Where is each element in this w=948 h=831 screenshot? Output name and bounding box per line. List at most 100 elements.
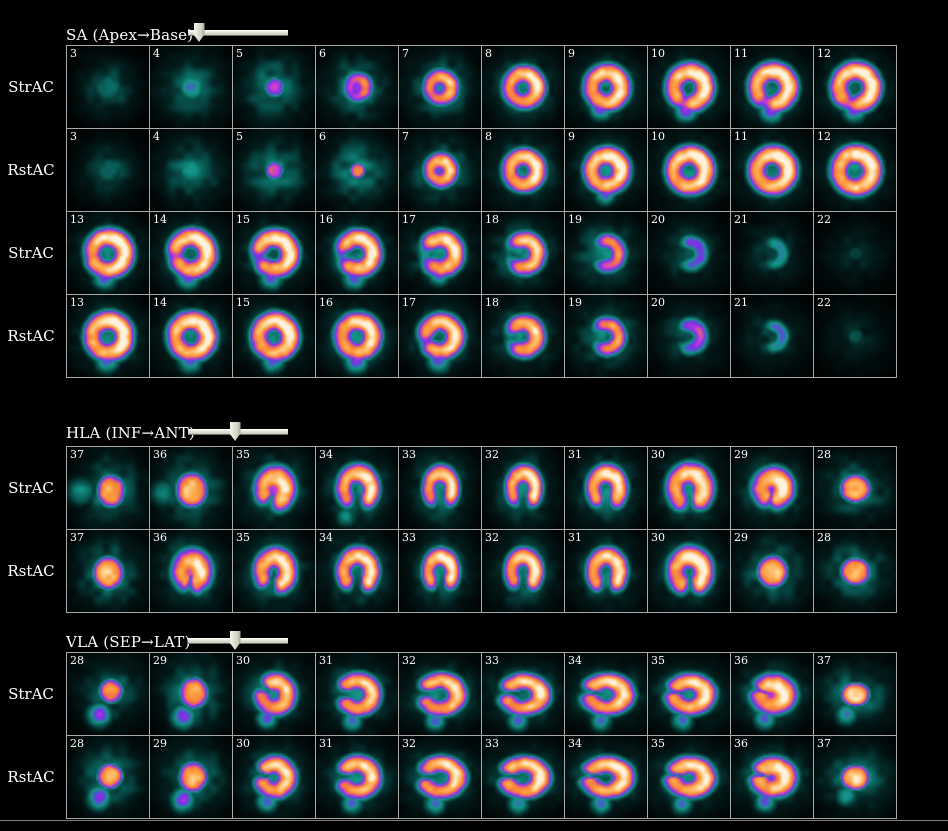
slice-cell-hla-rstac-34[interactable]: 34	[316, 530, 398, 612]
slice-cell-hla-rstac-33[interactable]: 33	[399, 530, 481, 612]
slice-cell-sa-strac-9[interactable]: 9	[565, 46, 647, 128]
slice-cell-sa-rstac-21[interactable]: 21	[731, 295, 813, 377]
slice-cell-vla-rstac-30[interactable]: 30	[233, 736, 315, 818]
slice-cell-vla-rstac-33[interactable]: 33	[482, 736, 564, 818]
slice-cell-vla-strac-34[interactable]: 34	[565, 653, 647, 735]
slice-cell-vla-strac-37[interactable]: 37	[814, 653, 896, 735]
slice-cell-sa-rstac-5[interactable]: 5	[233, 129, 315, 211]
slice-cell-sa-strac-20[interactable]: 20	[648, 212, 730, 294]
slice-cell-sa-strac-4[interactable]: 4	[150, 46, 232, 128]
slice-cell-hla-strac-29[interactable]: 29	[731, 447, 813, 529]
slice-number: 7	[402, 47, 409, 60]
slice-cell-vla-strac-29[interactable]: 29	[150, 653, 232, 735]
slice-cell-sa-rstac-19[interactable]: 19	[565, 295, 647, 377]
slice-cell-sa-rstac-17[interactable]: 17	[399, 295, 481, 377]
slice-cell-vla-strac-32[interactable]: 32	[399, 653, 481, 735]
slice-cell-hla-strac-32[interactable]: 32	[482, 447, 564, 529]
slider-thumb-vla[interactable]	[229, 631, 241, 650]
slice-cell-vla-strac-28[interactable]: 28	[67, 653, 149, 735]
slice-cell-sa-rstac-12[interactable]: 12	[814, 129, 896, 211]
slice-cell-sa-strac-3[interactable]: 3	[67, 46, 149, 128]
slice-cell-hla-rstac-29[interactable]: 29	[731, 530, 813, 612]
slice-cell-sa-rstac-7[interactable]: 7	[399, 129, 481, 211]
slice-cell-sa-rstac-3[interactable]: 3	[67, 129, 149, 211]
slice-cell-hla-rstac-30[interactable]: 30	[648, 530, 730, 612]
slice-number: 6	[319, 47, 326, 60]
slice-cell-sa-strac-19[interactable]: 19	[565, 212, 647, 294]
slice-cell-vla-strac-36[interactable]: 36	[731, 653, 813, 735]
slice-cell-sa-strac-15[interactable]: 15	[233, 212, 315, 294]
slice-cell-sa-strac-18[interactable]: 18	[482, 212, 564, 294]
slice-image	[814, 46, 896, 128]
slice-cell-hla-strac-28[interactable]: 28	[814, 447, 896, 529]
slice-cell-hla-strac-33[interactable]: 33	[399, 447, 481, 529]
slice-cell-sa-strac-6[interactable]: 6	[316, 46, 398, 128]
slice-cell-vla-strac-30[interactable]: 30	[233, 653, 315, 735]
slider-track-sa[interactable]	[188, 30, 288, 36]
slice-cell-sa-rstac-6[interactable]: 6	[316, 129, 398, 211]
slice-cell-sa-rstac-8[interactable]: 8	[482, 129, 564, 211]
slice-cell-vla-rstac-37[interactable]: 37	[814, 736, 896, 818]
slice-cell-sa-strac-11[interactable]: 11	[731, 46, 813, 128]
slice-number: 16	[319, 296, 333, 309]
slice-image	[482, 295, 564, 377]
slice-image	[316, 295, 398, 377]
slice-cell-hla-strac-36[interactable]: 36	[150, 447, 232, 529]
slice-cell-vla-strac-35[interactable]: 35	[648, 653, 730, 735]
slice-cell-hla-rstac-32[interactable]: 32	[482, 530, 564, 612]
slice-cell-sa-strac-8[interactable]: 8	[482, 46, 564, 128]
slice-cell-vla-strac-31[interactable]: 31	[316, 653, 398, 735]
slice-cell-sa-rstac-14[interactable]: 14	[150, 295, 232, 377]
slice-cell-sa-strac-16[interactable]: 16	[316, 212, 398, 294]
slice-cell-sa-rstac-20[interactable]: 20	[648, 295, 730, 377]
slice-number: 3	[70, 47, 77, 60]
slice-cell-hla-rstac-36[interactable]: 36	[150, 530, 232, 612]
slice-cell-sa-strac-7[interactable]: 7	[399, 46, 481, 128]
slice-cell-sa-rstac-22[interactable]: 22	[814, 295, 896, 377]
slice-number: 34	[319, 448, 333, 461]
slice-cell-hla-rstac-28[interactable]: 28	[814, 530, 896, 612]
slice-cell-sa-strac-17[interactable]: 17	[399, 212, 481, 294]
slice-cell-hla-strac-34[interactable]: 34	[316, 447, 398, 529]
slice-cell-sa-strac-10[interactable]: 10	[648, 46, 730, 128]
slice-slider-sa[interactable]	[188, 23, 288, 43]
slice-cell-hla-strac-35[interactable]: 35	[233, 447, 315, 529]
slice-cell-sa-strac-14[interactable]: 14	[150, 212, 232, 294]
slice-number: 32	[485, 448, 499, 461]
slice-cell-hla-rstac-35[interactable]: 35	[233, 530, 315, 612]
slice-cell-vla-rstac-28[interactable]: 28	[67, 736, 149, 818]
slice-cell-hla-strac-31[interactable]: 31	[565, 447, 647, 529]
slice-cell-sa-rstac-10[interactable]: 10	[648, 129, 730, 211]
slice-cell-vla-rstac-31[interactable]: 31	[316, 736, 398, 818]
slice-number: 20	[651, 213, 665, 226]
slice-cell-sa-rstac-11[interactable]: 11	[731, 129, 813, 211]
slice-image	[67, 530, 149, 612]
slice-cell-vla-rstac-32[interactable]: 32	[399, 736, 481, 818]
slice-cell-hla-rstac-37[interactable]: 37	[67, 530, 149, 612]
slice-slider-vla[interactable]	[188, 631, 288, 651]
slice-cell-vla-rstac-36[interactable]: 36	[731, 736, 813, 818]
slice-cell-sa-rstac-4[interactable]: 4	[150, 129, 232, 211]
slice-cell-vla-rstac-35[interactable]: 35	[648, 736, 730, 818]
slice-cell-vla-rstac-34[interactable]: 34	[565, 736, 647, 818]
slice-cell-sa-rstac-16[interactable]: 16	[316, 295, 398, 377]
slice-cell-hla-strac-37[interactable]: 37	[67, 447, 149, 529]
slice-cell-sa-rstac-9[interactable]: 9	[565, 129, 647, 211]
slice-cell-vla-strac-33[interactable]: 33	[482, 653, 564, 735]
slider-thumb-sa[interactable]	[193, 23, 205, 42]
slice-cell-vla-rstac-29[interactable]: 29	[150, 736, 232, 818]
slice-slider-hla[interactable]	[188, 422, 288, 442]
slice-image	[399, 653, 481, 735]
slider-thumb-hla[interactable]	[229, 422, 241, 441]
slice-cell-sa-strac-22[interactable]: 22	[814, 212, 896, 294]
slice-cell-sa-rstac-15[interactable]: 15	[233, 295, 315, 377]
slice-cell-hla-strac-30[interactable]: 30	[648, 447, 730, 529]
slice-cell-sa-rstac-13[interactable]: 13	[67, 295, 149, 377]
slice-image	[565, 212, 647, 294]
slice-cell-sa-strac-21[interactable]: 21	[731, 212, 813, 294]
slice-cell-sa-strac-12[interactable]: 12	[814, 46, 896, 128]
slice-cell-hla-rstac-31[interactable]: 31	[565, 530, 647, 612]
slice-cell-sa-rstac-18[interactable]: 18	[482, 295, 564, 377]
slice-cell-sa-strac-5[interactable]: 5	[233, 46, 315, 128]
slice-cell-sa-strac-13[interactable]: 13	[67, 212, 149, 294]
